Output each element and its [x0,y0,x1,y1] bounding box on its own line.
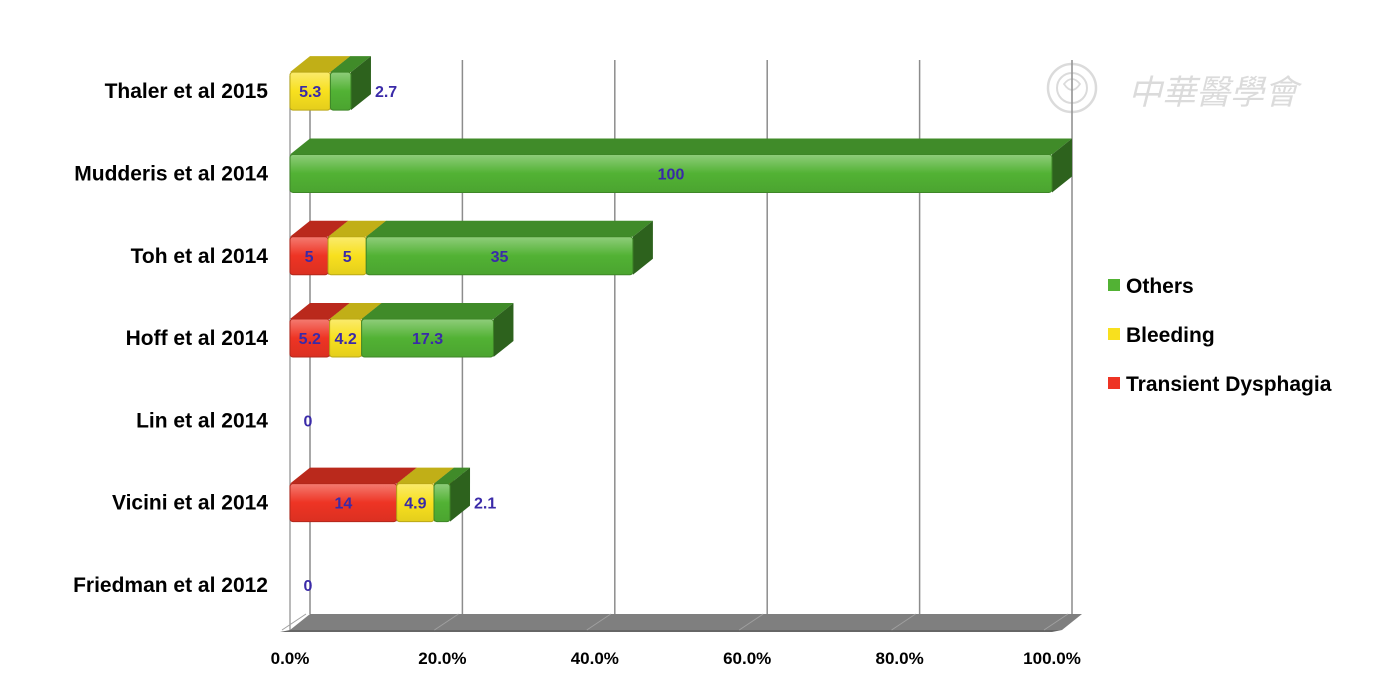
category-label: Hoff et al 2014 [126,327,269,350]
floor-gridline [891,613,916,631]
legend-item: Transient Dysphagia [1108,373,1332,396]
floor-gridline [281,613,307,631]
bar-segment [433,467,471,523]
data-label: 0 [304,413,313,430]
data-label: 17.3 [412,331,443,348]
data-label: 4.2 [335,331,357,348]
svg-text:Others: Others [1126,275,1194,298]
svg-text:中華醫學會: 中華醫學會 [1128,74,1303,112]
data-label: 5.2 [299,331,321,348]
data-label: 4.9 [404,496,426,513]
floor [290,614,1082,630]
data-label: 35 [491,249,509,266]
bar-segment [289,138,1072,193]
svg-text:Transient Dysphagia: Transient Dysphagia [1126,373,1332,396]
legend-item: Bleeding [1108,324,1215,347]
data-label: 100 [658,166,685,183]
x-tick-label: 40.0% [571,649,619,668]
category-label: Lin et al 2014 [136,409,268,432]
data-label: 2.7 [375,84,397,101]
data-label: 2.1 [474,496,496,513]
floor-gridline [434,613,459,631]
x-tick-label: 80.0% [875,649,923,668]
data-label: 5 [305,249,314,266]
data-label: 5 [343,249,352,266]
floor-gridline [1043,613,1069,631]
data-label: 14 [334,496,352,513]
watermark-logo: 中華醫學會 [1046,62,1303,114]
x-tick-label: 20.0% [418,649,466,668]
legend-item: Others [1108,275,1194,298]
floor-gridline [586,613,612,631]
svg-text:Bleeding: Bleeding [1126,324,1215,347]
bar-segment [329,56,371,111]
x-tick-label: 100.0% [1023,649,1081,668]
bar-segment [361,303,514,358]
x-tick-label: 0.0% [271,649,310,668]
category-label: Mudderis et al 2014 [74,162,268,185]
data-label: 5.3 [299,84,321,101]
category-label: Friedman et al 2012 [73,574,268,597]
bar-segment [365,220,653,276]
x-tick-label: 60.0% [723,649,771,668]
category-label: Thaler et al 2015 [105,80,269,103]
floor-gridline [738,613,764,631]
data-label: 0 [304,578,313,595]
category-label: Toh et al 2014 [131,245,269,268]
floor-edge [280,630,1062,632]
category-label: Vicini et al 2014 [112,492,268,515]
